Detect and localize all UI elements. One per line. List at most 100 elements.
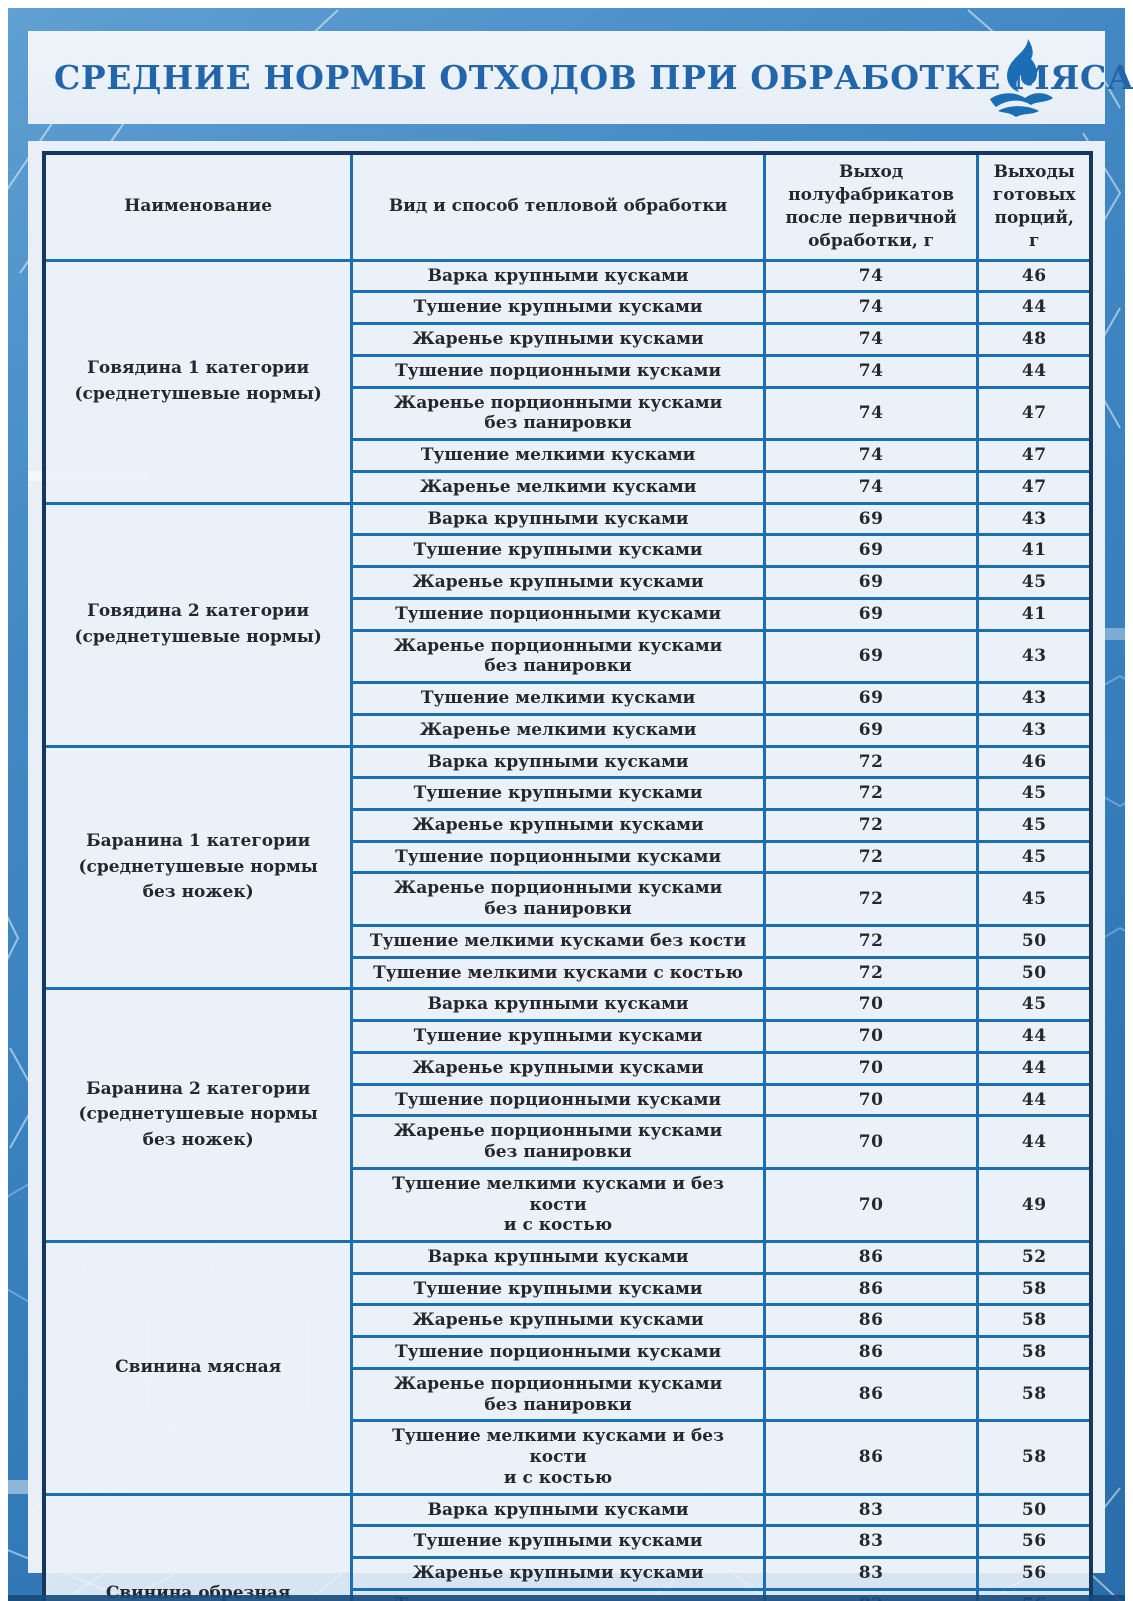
ready-output-cell: 56 — [976, 1524, 1093, 1560]
method-cell: Жаренье порционными кусками без панировк… — [350, 871, 766, 927]
category-cell: Говядина 1 категории (среднетушевые норм… — [42, 258, 354, 505]
ready-output-cell: 47 — [976, 385, 1093, 442]
method-cell: Тушение мелкими кусками — [350, 438, 766, 473]
ready-output-cell: 45 — [976, 565, 1093, 600]
method-cell: Жаренье мелкими кусками — [350, 469, 766, 505]
semi-output-cell: 69 — [762, 712, 980, 748]
method-cell: Жаренье крупными кусками — [350, 1303, 766, 1339]
category-cell: Баранина 2 категории (среднетушевые норм… — [42, 987, 354, 1243]
semi-output-cell: 74 — [762, 258, 980, 294]
ready-output-cell: 45 — [976, 776, 1093, 811]
ready-output-cell: 47 — [976, 469, 1093, 505]
table-row: Жаренье крупными кусками 74 48 — [44, 322, 1093, 357]
method-cell: Тушение крупными кусками — [350, 533, 766, 569]
table-row: Свинина обрезная Варка крупными кусками 83… — [42, 1492, 1093, 1601]
semi-output-cell: 69 — [762, 533, 980, 569]
table-row: Тушение мелкими кусками без кости 72 50 — [44, 923, 1093, 959]
method-cell: Тушение крупными кусками — [350, 290, 766, 326]
method-cell: Жаренье мелкими кусками — [350, 712, 766, 748]
ready-output-cell: 45 — [976, 807, 1093, 843]
table-row: Жаренье мелкими кусками 74 47 — [44, 469, 1093, 505]
semi-output-cell: 74 — [762, 438, 980, 473]
semi-output-cell: 86 — [762, 1303, 980, 1339]
ready-output-cell: 43 — [976, 628, 1093, 685]
category-cell: Свинина обрезная — [42, 1492, 354, 1601]
ready-output-cell: 47 — [976, 438, 1093, 473]
method-cell: Жаренье порционными кусками без панировк… — [350, 1114, 766, 1170]
header-semi-output-column: Выход полуфабрикатов после первичной обр… — [762, 151, 980, 262]
semi-output-cell: 72 — [762, 776, 980, 811]
table-row: Тушение мелкими кусками с костью 72 50 — [44, 955, 1093, 991]
table-row: Жаренье мелкими кусками 69 43 — [44, 712, 1093, 748]
ready-output-cell: 50 — [976, 1492, 1093, 1528]
method-cell: Тушение крупными кусками — [350, 1019, 766, 1054]
method-cell: Жаренье крупными кусками — [350, 565, 766, 600]
table-row: Тушение крупными кусками 70 44 — [44, 1019, 1093, 1054]
table-row: Тушение порционными кусками 86 58 — [44, 1335, 1093, 1370]
method-cell: Варка крупными кусками — [350, 1492, 766, 1528]
table-row: Жаренье порционными кусками без панировк… — [44, 871, 1093, 927]
bottom-strip-decoration — [8, 1595, 1125, 1601]
method-cell: Тушение мелкими кусками и без кости и с … — [350, 1166, 766, 1243]
ready-output-cell: 50 — [976, 923, 1093, 959]
ready-output-cell: 44 — [976, 1050, 1093, 1086]
semi-output-cell: 74 — [762, 469, 980, 505]
method-cell: Варка крупными кусками — [350, 258, 766, 294]
ready-output-cell: 44 — [976, 1019, 1093, 1054]
method-cell: Тушение порционными кусками — [350, 353, 766, 389]
semi-output-cell: 83 — [762, 1556, 980, 1591]
semi-output-cell: 72 — [762, 744, 980, 780]
method-cell: Жаренье порционными кусками без панировк… — [350, 628, 766, 685]
semi-output-cell: 70 — [762, 1114, 980, 1170]
table-row: Тушение порционными кусками 70 44 — [44, 1082, 1093, 1118]
ready-output-cell: 46 — [976, 258, 1093, 294]
category-cell: Баранина 1 категории (среднетушевые норм… — [42, 744, 354, 991]
method-cell: Жаренье крупными кусками — [350, 807, 766, 843]
table-row: Жаренье порционными кусками без панировк… — [44, 628, 1093, 685]
title-banner: СРЕДНИЕ НОРМЫ ОТХОДОВ ПРИ ОБРАБОТКЕ МЯСА — [28, 31, 1133, 124]
table-row: Тушение крупными кусками 72 45 — [44, 776, 1093, 811]
table-panel: Наименование Вид и способ тепловой обраб… — [28, 141, 1105, 1601]
semi-output-cell: 70 — [762, 1050, 980, 1086]
semi-output-cell: 74 — [762, 385, 980, 442]
table-row: Тушение мелкими кусками 74 47 — [44, 438, 1093, 473]
ready-output-cell: 41 — [976, 533, 1093, 569]
method-cell: Жаренье крупными кусками — [350, 1050, 766, 1086]
method-cell: Тушение мелкими кусками и без кости и с … — [350, 1419, 766, 1496]
flame-logo-icon — [975, 37, 1057, 123]
ready-output-cell: 58 — [976, 1303, 1093, 1339]
method-cell: Тушение крупными кусками — [350, 776, 766, 811]
semi-output-cell: 70 — [762, 1082, 980, 1118]
table-header-row: Наименование Вид и способ тепловой обраб… — [42, 151, 1093, 262]
table-row: Жаренье крупными кусками 72 45 — [44, 807, 1093, 843]
semi-output-cell: 69 — [762, 501, 980, 537]
ready-output-cell: 48 — [976, 322, 1093, 357]
semi-output-cell: 83 — [762, 1492, 980, 1528]
table-row: Жаренье крупными кусками 69 45 — [44, 565, 1093, 600]
table-row: Жаренье порционными кусками без панировк… — [44, 1366, 1093, 1423]
table-row: Баранина 1 категории (среднетушевые норм… — [42, 744, 1093, 991]
ready-output-cell: 43 — [976, 712, 1093, 748]
header-name-column: Наименование — [42, 151, 354, 262]
method-cell: Варка крупными кусками — [350, 744, 766, 780]
method-cell: Тушение порционными кусками — [350, 839, 766, 875]
method-cell: Тушение крупными кусками — [350, 1524, 766, 1560]
table-row: Тушение порционными кусками 72 45 — [44, 839, 1093, 875]
semi-output-cell: 86 — [762, 1366, 980, 1423]
table-row: Жаренье крупными кусками 70 44 — [44, 1050, 1093, 1086]
page-title: СРЕДНИЕ НОРМЫ ОТХОДОВ ПРИ ОБРАБОТКЕ МЯСА — [54, 58, 1133, 97]
method-cell: Тушение мелкими кусками без кости — [350, 923, 766, 959]
table-row: Говядина 1 категории (среднетушевые норм… — [42, 258, 1093, 505]
table-row: Тушение крупными кусками 86 58 — [44, 1271, 1093, 1307]
semi-output-cell: 72 — [762, 923, 980, 959]
semi-output-cell: 69 — [762, 681, 980, 716]
semi-output-cell: 86 — [762, 1271, 980, 1307]
table-row: Тушение мелкими кусками и без кости и с … — [44, 1166, 1093, 1243]
ready-output-cell: 52 — [976, 1239, 1093, 1275]
ready-output-cell: 45 — [976, 839, 1093, 875]
table-row: Жаренье порционными кусками без панировк… — [44, 385, 1093, 442]
method-cell: Варка крупными кусками — [350, 987, 766, 1023]
ready-output-cell: 58 — [976, 1335, 1093, 1370]
ready-output-cell: 56 — [976, 1556, 1093, 1591]
ready-output-cell: 44 — [976, 1082, 1093, 1118]
